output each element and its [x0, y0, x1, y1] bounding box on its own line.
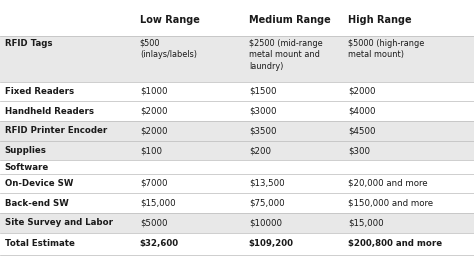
Text: Supplies: Supplies	[5, 146, 46, 155]
Text: $2000: $2000	[140, 126, 167, 135]
Bar	[0, 36, 474, 82]
Text: $10000: $10000	[249, 218, 282, 227]
Text: $1000: $1000	[140, 87, 167, 96]
Text: On-Device SW: On-Device SW	[5, 179, 73, 188]
Bar	[0, 193, 474, 213]
Text: $5000: $5000	[140, 218, 167, 227]
Text: $100: $100	[140, 146, 162, 155]
Text: $32,600: $32,600	[140, 239, 179, 249]
Bar	[0, 141, 474, 160]
Text: $15,000: $15,000	[140, 199, 175, 208]
Text: $2000: $2000	[348, 87, 376, 96]
Text: Software: Software	[5, 163, 49, 171]
Text: Site Survey and Labor: Site Survey and Labor	[5, 218, 113, 227]
Text: Medium Range: Medium Range	[249, 15, 330, 26]
Text: $150,000 and more: $150,000 and more	[348, 199, 434, 208]
Text: $13,500: $13,500	[249, 179, 284, 188]
Bar	[0, 82, 474, 101]
Bar	[0, 121, 474, 141]
Text: Total Estimate: Total Estimate	[5, 239, 74, 249]
Bar	[0, 213, 474, 233]
Text: $109,200: $109,200	[249, 239, 294, 249]
Bar	[0, 160, 474, 174]
Bar	[0, 233, 474, 255]
Text: $7000: $7000	[140, 179, 167, 188]
Text: $300: $300	[348, 146, 370, 155]
Bar	[0, 5, 474, 36]
Text: Fixed Readers: Fixed Readers	[5, 87, 74, 96]
Text: RFID Printer Encoder: RFID Printer Encoder	[5, 126, 107, 135]
Text: Low Range: Low Range	[140, 15, 200, 26]
Text: $500
(inlays/labels): $500 (inlays/labels)	[140, 39, 197, 59]
Text: $200: $200	[249, 146, 271, 155]
Text: $4000: $4000	[348, 107, 376, 116]
Text: $75,000: $75,000	[249, 199, 284, 208]
Text: $3500: $3500	[249, 126, 276, 135]
Text: $20,000 and more: $20,000 and more	[348, 179, 428, 188]
Text: RFID Tags: RFID Tags	[5, 39, 52, 48]
Text: $2500 (mid-range
metal mount and
laundry): $2500 (mid-range metal mount and laundry…	[249, 39, 322, 71]
Bar	[0, 174, 474, 193]
Text: $2000: $2000	[140, 107, 167, 116]
Text: $15,000: $15,000	[348, 218, 384, 227]
Text: $3000: $3000	[249, 107, 276, 116]
Text: Back-end SW: Back-end SW	[5, 199, 68, 208]
Text: High Range: High Range	[348, 15, 412, 26]
Text: $5000 (high-range
metal mount): $5000 (high-range metal mount)	[348, 39, 425, 59]
Text: Handheld Readers: Handheld Readers	[5, 107, 94, 116]
Bar	[0, 101, 474, 121]
Text: $200,800 and more: $200,800 and more	[348, 239, 443, 249]
Text: $4500: $4500	[348, 126, 376, 135]
Text: $1500: $1500	[249, 87, 276, 96]
